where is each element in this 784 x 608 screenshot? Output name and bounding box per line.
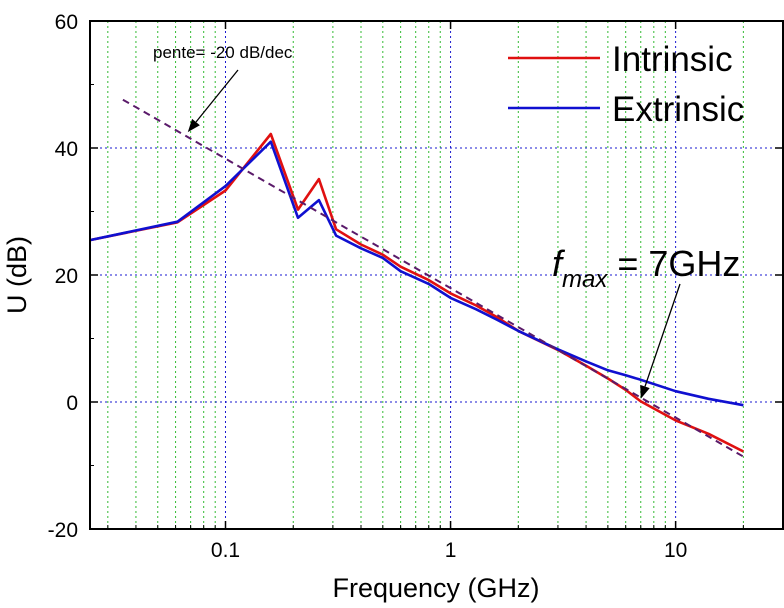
x-axis-label: Frequency (GHz) bbox=[332, 573, 539, 603]
series-layer bbox=[89, 98, 744, 458]
fmax-annotation-text: fmax = 7GHz bbox=[552, 243, 740, 293]
slope-arrow bbox=[195, 69, 239, 123]
y-tick-label: 60 bbox=[55, 11, 78, 34]
x-tick-label: 0.1 bbox=[211, 539, 240, 562]
slope-annotation: pente= -20 dB/dec bbox=[153, 43, 293, 133]
y-axis-label: U (dB) bbox=[2, 236, 32, 314]
x-tick-label: 10 bbox=[664, 539, 687, 562]
series-line-extrinsic bbox=[89, 140, 744, 407]
y-tick-label: 0 bbox=[66, 392, 78, 415]
tick-labels: 0.1 1 10 -20 0 20 40 60 bbox=[48, 11, 688, 562]
fmax-annotation: fmax = 7GHz bbox=[552, 243, 740, 399]
slope-annotation-text: pente= -20 dB/dec bbox=[153, 43, 293, 62]
legend-label-intrinsic: Intrinsic bbox=[612, 40, 733, 79]
legend: Intrinsic Extrinsic bbox=[508, 40, 744, 129]
legend-label-extrinsic: Extrinsic bbox=[612, 90, 744, 129]
fmax-arrow bbox=[644, 283, 681, 387]
y-tick-label: -20 bbox=[48, 519, 78, 542]
y-tick-label: 20 bbox=[55, 265, 78, 288]
fmax-arrowhead bbox=[640, 384, 650, 399]
ticks bbox=[90, 20, 784, 530]
grid bbox=[90, 21, 784, 529]
fmax-value: = 7GHz bbox=[617, 243, 740, 284]
slope-arrowhead bbox=[187, 118, 200, 133]
fmax-subscript: max bbox=[562, 266, 608, 293]
series-line-intrinsic bbox=[89, 132, 744, 453]
x-tick-label: 1 bbox=[445, 539, 457, 562]
y-tick-label: 40 bbox=[55, 138, 78, 161]
